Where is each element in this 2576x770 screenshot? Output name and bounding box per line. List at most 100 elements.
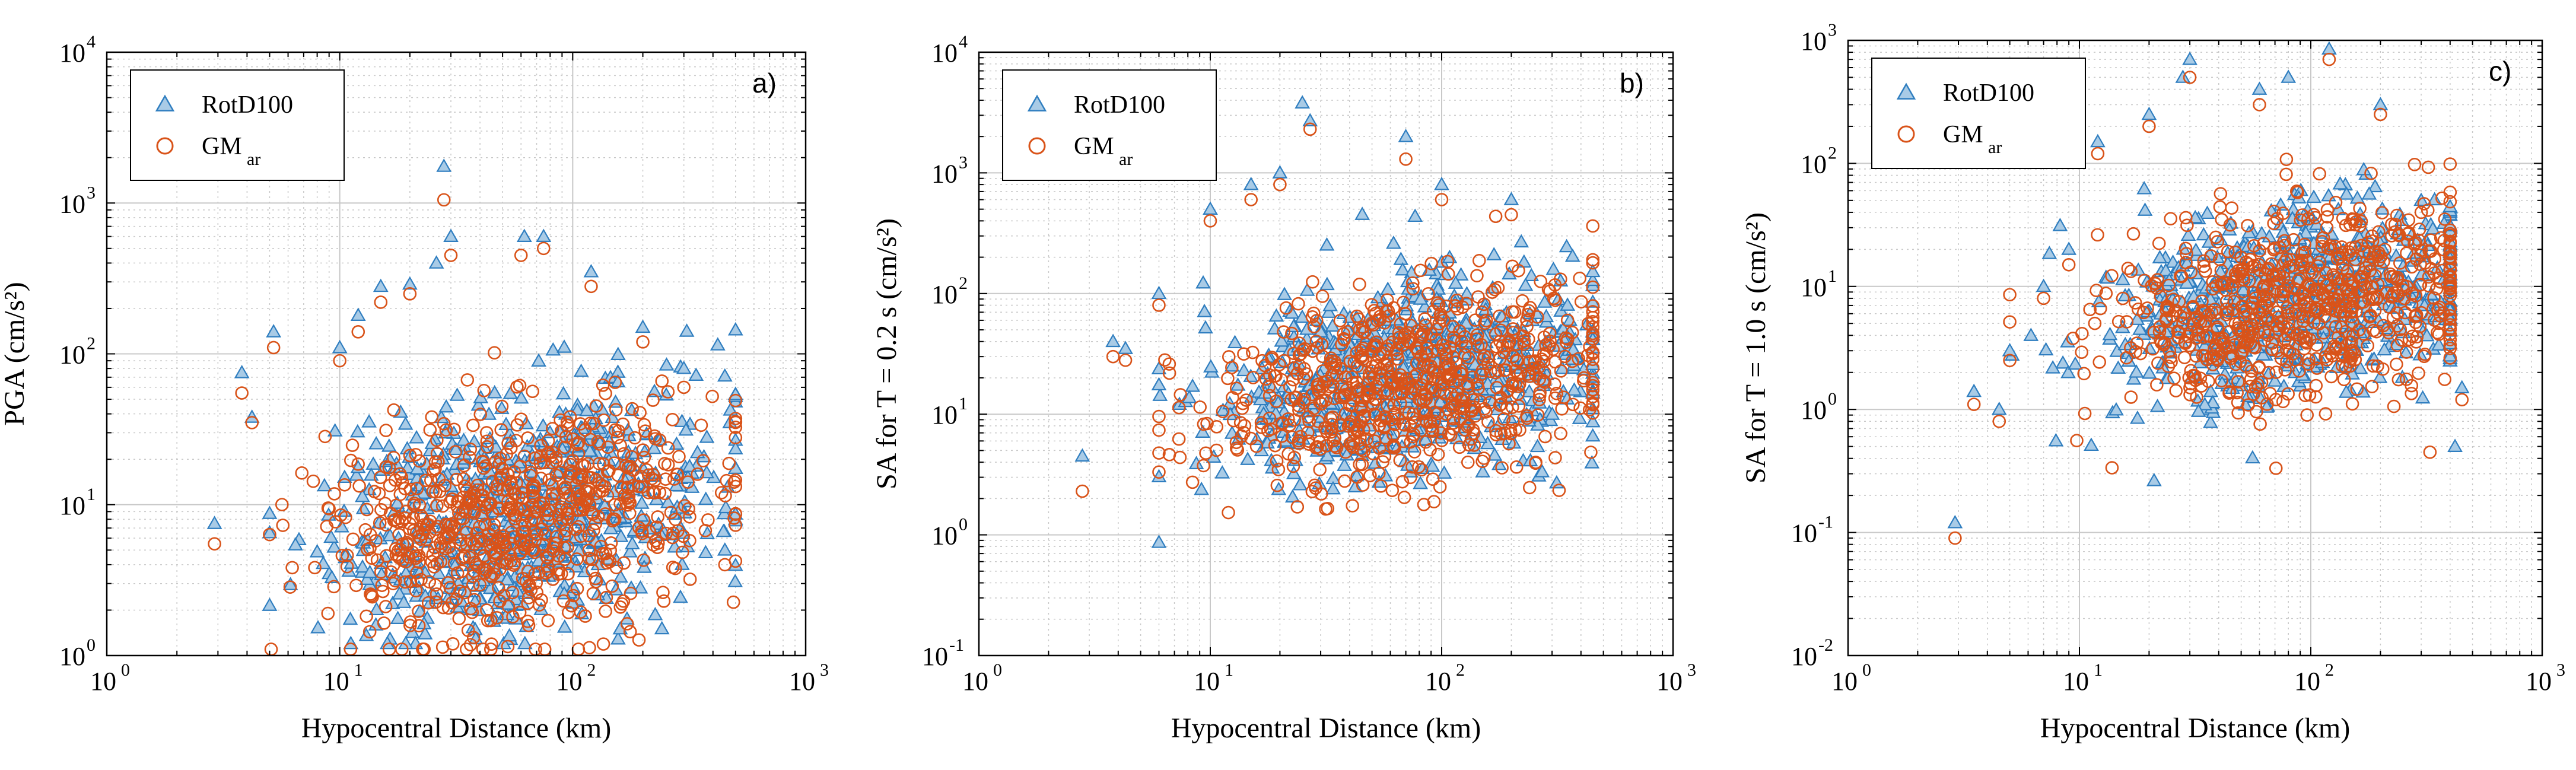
data-point bbox=[600, 489, 615, 502]
data-point bbox=[600, 552, 615, 567]
data-point bbox=[2090, 133, 2106, 148]
data-point bbox=[727, 557, 743, 571]
data-point bbox=[571, 520, 586, 534]
data-point bbox=[1313, 395, 1327, 409]
data-point bbox=[603, 520, 619, 534]
data-point bbox=[729, 518, 743, 532]
data-point bbox=[507, 465, 521, 479]
data-point bbox=[1303, 122, 1317, 136]
data-point bbox=[2158, 263, 2174, 276]
data-point bbox=[1309, 314, 1324, 327]
data-point bbox=[1431, 447, 1445, 462]
data-point bbox=[1356, 320, 1370, 335]
data-point bbox=[2237, 269, 2250, 284]
data-point bbox=[1311, 341, 1324, 355]
data-point bbox=[2094, 301, 2107, 316]
data-point bbox=[636, 335, 650, 349]
data-point bbox=[1493, 309, 1506, 323]
data-point bbox=[333, 354, 346, 368]
data-point bbox=[1350, 470, 1364, 484]
data-point bbox=[534, 472, 548, 485]
x-tick-label-exponent: 2 bbox=[587, 660, 596, 680]
data-point bbox=[1292, 476, 1308, 491]
data-point bbox=[1353, 323, 1367, 337]
x-tick-label: 10 bbox=[1656, 667, 1683, 696]
data-point bbox=[1244, 431, 1258, 446]
data-point bbox=[558, 480, 573, 494]
data-point bbox=[1277, 287, 1292, 300]
data-point bbox=[2361, 339, 2375, 353]
data-point bbox=[438, 479, 452, 492]
data-point bbox=[351, 325, 365, 339]
data-point bbox=[1322, 298, 1338, 311]
data-point bbox=[1324, 351, 1338, 365]
data-point bbox=[2302, 352, 2316, 367]
data-point bbox=[428, 578, 442, 592]
data-point bbox=[603, 555, 617, 569]
data-points bbox=[1947, 41, 2470, 545]
data-point bbox=[1203, 214, 1217, 228]
data-point bbox=[479, 426, 494, 440]
data-point bbox=[2212, 252, 2227, 266]
data-point bbox=[729, 393, 743, 408]
data-point bbox=[2251, 81, 2267, 95]
data-point bbox=[1377, 386, 1391, 400]
data-point bbox=[611, 468, 625, 482]
data-point bbox=[1374, 479, 1388, 493]
data-point bbox=[485, 475, 500, 488]
data-point bbox=[376, 584, 390, 599]
data-point bbox=[2267, 241, 2282, 255]
data-point bbox=[2365, 234, 2380, 248]
data-point bbox=[332, 339, 348, 354]
data-point bbox=[514, 412, 528, 426]
data-point bbox=[306, 474, 320, 488]
data-point bbox=[2365, 380, 2379, 393]
data-point bbox=[403, 482, 418, 497]
data-point bbox=[536, 241, 551, 256]
data-point bbox=[2345, 397, 2359, 411]
data-point bbox=[1418, 312, 1432, 326]
data-point bbox=[1467, 438, 1481, 452]
data-point bbox=[2279, 167, 2293, 182]
data-point bbox=[647, 606, 663, 621]
data-point bbox=[2296, 314, 2310, 328]
x-axis-label: Hypocentral Distance (km) bbox=[301, 712, 611, 744]
data-point bbox=[1543, 284, 1557, 298]
data-point bbox=[2301, 357, 2316, 371]
data-point bbox=[715, 523, 732, 537]
data-point bbox=[355, 488, 370, 502]
data-point bbox=[1495, 461, 1509, 475]
data-point bbox=[1454, 412, 1468, 426]
data-point bbox=[2364, 281, 2378, 294]
data-point bbox=[1502, 437, 1516, 451]
data-point bbox=[2206, 275, 2220, 289]
data-point bbox=[501, 437, 515, 450]
data-point bbox=[1346, 440, 1360, 454]
panel-b: 10 0 10 1 10 2 10 310 -110 010 110 210 310 4Hypocentr… bbox=[871, 32, 1696, 744]
data-point bbox=[504, 525, 519, 539]
data-point bbox=[2321, 41, 2337, 55]
data-point bbox=[1548, 475, 1564, 489]
data-point bbox=[423, 423, 437, 437]
data-point bbox=[1273, 177, 1287, 192]
data-point bbox=[1436, 465, 1452, 479]
data-point bbox=[445, 524, 459, 537]
data-point bbox=[1417, 325, 1430, 339]
data-point bbox=[2443, 285, 2457, 300]
data-point bbox=[1441, 267, 1455, 281]
data-points bbox=[206, 158, 743, 656]
y-tick-label: 10 bbox=[931, 521, 958, 551]
data-point bbox=[377, 616, 391, 630]
data-point bbox=[374, 295, 388, 309]
data-point bbox=[2182, 51, 2197, 65]
data-point bbox=[1327, 434, 1341, 448]
data-point bbox=[1505, 400, 1519, 414]
data-point bbox=[637, 553, 651, 567]
data-point bbox=[2219, 307, 2233, 322]
data-point bbox=[1292, 297, 1305, 311]
data-point bbox=[1350, 425, 1364, 438]
data-point bbox=[558, 552, 572, 567]
data-point bbox=[1466, 423, 1480, 437]
data-point bbox=[2346, 213, 2360, 227]
data-point bbox=[2141, 301, 2154, 315]
